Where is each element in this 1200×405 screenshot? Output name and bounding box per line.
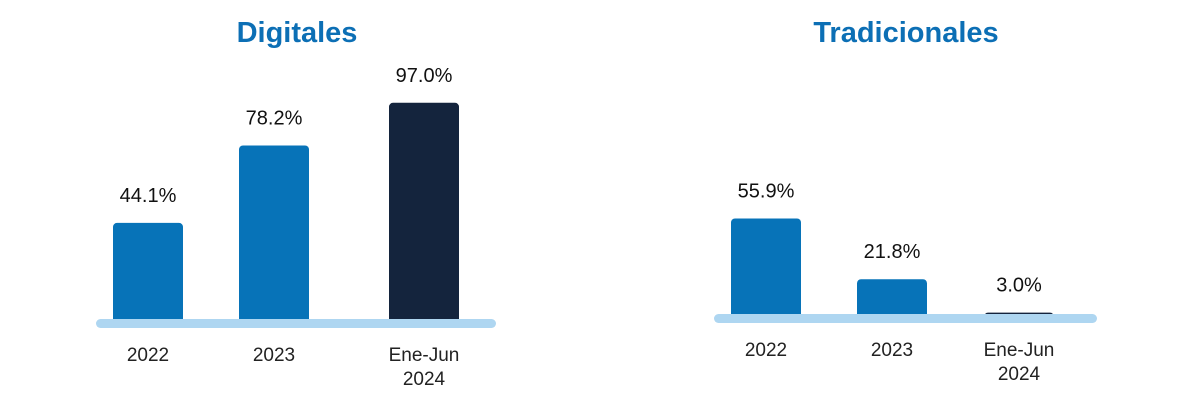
digitales-value-label-2: 97.0%: [396, 65, 453, 87]
digitales-bar-0: [113, 222, 183, 327]
tradicionales-value-label-1: 21.8%: [864, 241, 921, 263]
digitales-category-label-1: 2023: [253, 345, 295, 366]
tradicionales-category-label-1: 2023: [871, 340, 913, 361]
digitales-value-label-1: 78.2%: [246, 107, 303, 129]
tradicionales-value-label-0: 55.9%: [738, 180, 795, 202]
tradicionales-category-label-2-line-0: Ene-Jun: [984, 340, 1055, 361]
digitales-value-label-0: 44.1%: [120, 185, 177, 207]
tradicionales-category-label-2-line-1: 2024: [998, 364, 1041, 385]
chart-panel-tradicionales: 55.9% 2022 21.8% 2023 3.0% Ene-Jun 2024: [714, 180, 1097, 385]
chart-title-digitales: Digitales: [237, 17, 358, 49]
digitales-baseline: [96, 319, 496, 328]
digitales-category-label-2-line-0: Ene-Jun: [389, 345, 460, 366]
digitales-bar-1: [239, 145, 309, 327]
tradicionales-category-label-0: 2022: [745, 340, 787, 361]
tradicionales-baseline: [714, 314, 1097, 323]
digitales-category-label-2-line-1: 2024: [403, 369, 446, 390]
tradicionales-bar-0: [731, 218, 801, 322]
digitales-category-label-0: 2022: [127, 345, 169, 366]
tradicionales-value-label-2: 3.0%: [996, 275, 1042, 297]
chart-title-tradicionales: Tradicionales: [813, 17, 998, 49]
digitales-bar-2: [389, 102, 459, 327]
tradicionales-bar-1: [857, 279, 927, 322]
chart-panel-digitales: 44.1% 2022 78.2% 2023 97.0% Ene-Jun 2024: [96, 65, 496, 390]
